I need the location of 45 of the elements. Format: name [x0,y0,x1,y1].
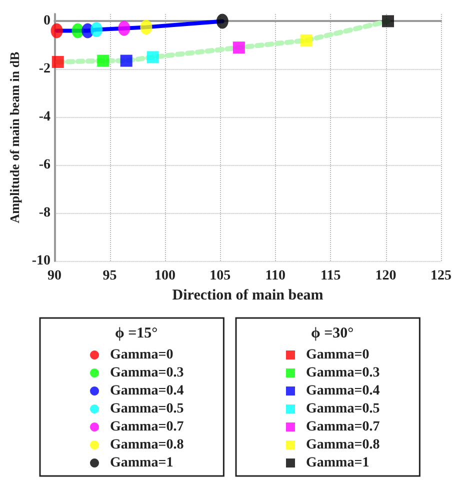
legend-label: Gamma=1 [110,456,174,470]
legend-label: Gamma=0.7 [306,420,380,434]
x-tick-label: 115 [320,268,341,284]
legend-label: Gamma=0.3 [306,366,380,380]
legend-label: Gamma=1 [306,456,370,470]
y-axis-title: Amplitude of main beam in dB [7,51,22,224]
x-tick-label: 125 [430,268,452,284]
x-tick-label: 105 [210,268,231,284]
text: ϕ =30° [311,326,354,342]
point [50,23,63,38]
point [118,20,130,36]
y-tick-label: 0 [44,14,51,29]
point [90,22,103,38]
y-tick-label: -6 [38,158,51,173]
legend-label: Gamma=0.5 [306,402,380,416]
x-tick-label: 110 [265,268,286,284]
point [140,20,152,35]
point [52,56,64,68]
legend-label: Gamma=0.3 [110,366,184,380]
legend-label: Gamma=0.5 [110,402,184,416]
y-tick-label: -10 [32,254,51,268]
text: ϕ =15° [115,326,158,342]
legend-label: Gamma=0 [306,348,370,362]
y-tick-label: -8 [38,206,51,221]
legend-label: Gamma=0.4 [110,384,184,398]
point [72,23,84,38]
x-tick-label: 90 [48,268,62,284]
legend-label: Gamma=0.8 [110,438,184,452]
legend-label: Gamma=0.4 [306,384,380,398]
legend-label: Gamma=0 [110,348,174,362]
x-tick-label: 120 [375,268,396,284]
point [300,34,312,46]
x-axis-title: Direction of main beam [172,287,324,304]
point [382,15,394,28]
point [146,51,159,64]
point [216,14,228,29]
legend-label: Gamma=0.7 [110,420,184,434]
point [232,42,245,54]
y-tick-label: -4 [38,110,51,125]
x-tick-label: 95 [102,268,117,284]
x-tick-label: 100 [154,268,176,284]
y-tick-label: -2 [38,62,51,77]
point [97,54,110,67]
point [120,54,132,67]
legend-label: Gamma=0.8 [306,438,380,452]
